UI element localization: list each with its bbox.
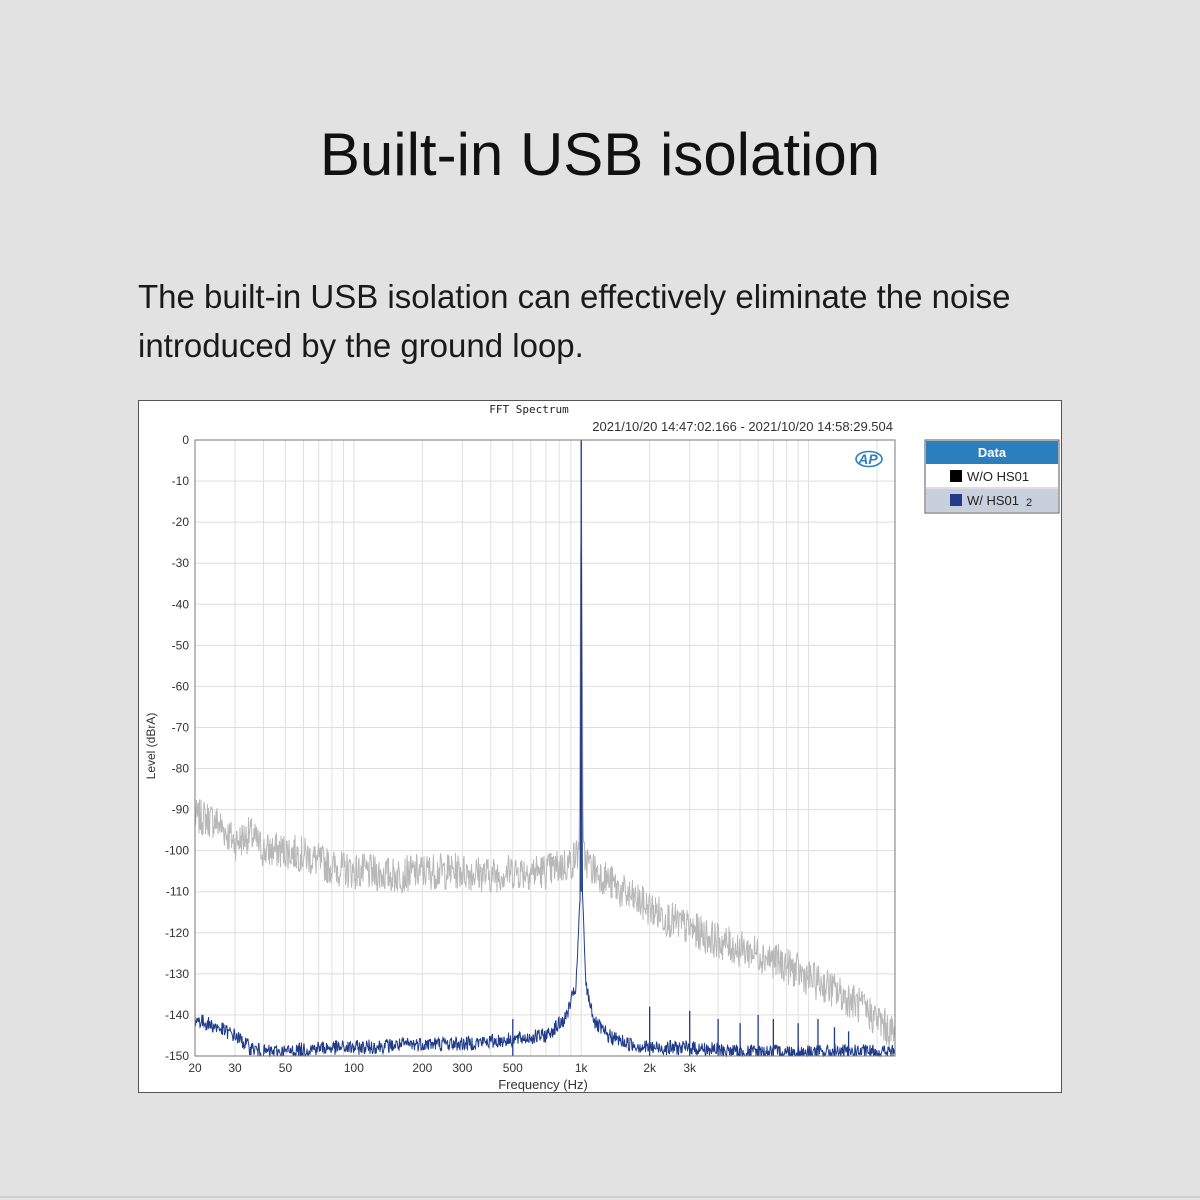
series-line-wo-hs01 [194, 487, 896, 1048]
x-tick-label: 500 [503, 1061, 523, 1075]
x-tick-label: 300 [452, 1061, 472, 1075]
chart-subtitle: 2021/10/20 14:47:02.166 - 2021/10/20 14:… [592, 419, 893, 434]
chart-title: FFT Spectrum [489, 403, 569, 416]
x-tick-label: 2k [643, 1061, 657, 1075]
x-tick-label: 200 [412, 1061, 432, 1075]
x-tick-label: 30 [228, 1061, 242, 1075]
y-tick-label: -120 [165, 926, 189, 940]
legend-label-wo-hs01: W/O HS01 [967, 469, 1029, 484]
x-tick-labels: 20 30 50 100 200 300 500 1k 2k 3k [188, 1061, 697, 1075]
x-tick-label: 1k [575, 1061, 589, 1075]
plot-frame [194, 439, 896, 1057]
x-tick-label: 100 [344, 1061, 364, 1075]
legend-suffix-w-hs01: 2 [1026, 497, 1032, 509]
series-layer [194, 440, 896, 1058]
legend-swatch-wo-hs01 [950, 470, 962, 482]
x-tick-label: 3k [683, 1061, 697, 1075]
series-line-w-hs01 [194, 545, 896, 1058]
chart-panel: 0 -10 -20 -30 -40 -50 -60 -70 -80 -90 -100 -110 -120… [138, 400, 1062, 1093]
legend-swatch-w-hs01 [950, 494, 962, 506]
y-tick-labels: 0 -10 -20 -30 -40 -50 -60 -70 -80 -90 -100 -110 -120… [165, 433, 189, 1063]
legend-label-w-hs01: W/ HS01 [967, 493, 1019, 508]
y-axis-label: Level (dBrA) [144, 713, 158, 780]
y-tick-label: -130 [165, 967, 189, 981]
y-tick-label: -90 [172, 803, 190, 817]
y-tick-label: -40 [172, 597, 190, 611]
x-tick-label: 50 [279, 1061, 293, 1075]
legend-header [926, 441, 1058, 464]
y-tick-label: -140 [165, 1008, 189, 1022]
y-tick-label: -30 [172, 556, 190, 570]
x-tick-label: 20 [188, 1061, 202, 1075]
y-tick-label: -100 [165, 844, 189, 858]
y-tick-label: -50 [172, 638, 190, 652]
fft-spectrum-chart: 0 -10 -20 -30 -40 -50 -60 -70 -80 -90 -100 -110 -120… [144, 403, 1060, 1092]
y-tick-label: -150 [165, 1049, 189, 1063]
y-tick-label: 0 [182, 433, 189, 447]
page-description: The built-in USB isolation can effective… [138, 278, 1011, 364]
legend-title: Data [978, 445, 1007, 460]
y-tick-label: -110 [166, 885, 189, 899]
bottom-divider [0, 1196, 1200, 1198]
y-tick-label: -70 [172, 720, 190, 734]
y-tick-label: -80 [172, 762, 190, 776]
y-tick-label: -10 [172, 474, 190, 488]
y-tick-label: -20 [172, 515, 190, 529]
y-tick-label: -60 [172, 679, 190, 693]
ap-logo: AP [855, 450, 883, 468]
ap-logo-text: AP [857, 451, 878, 467]
page-headline: Built-in USB isolation [319, 121, 881, 188]
x-axis-label: Frequency (Hz) [498, 1077, 588, 1092]
legend: Data W/O HS01 W/ HS01 2 [924, 439, 1060, 514]
